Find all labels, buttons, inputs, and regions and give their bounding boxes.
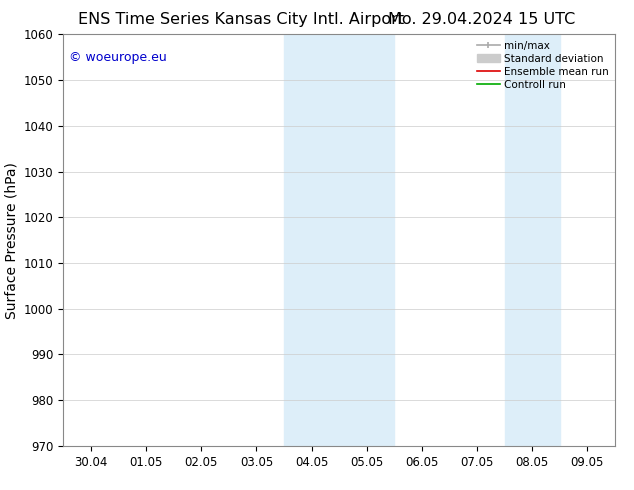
Text: © woeurope.eu: © woeurope.eu [69, 51, 167, 64]
Text: Mo. 29.04.2024 15 UTC: Mo. 29.04.2024 15 UTC [388, 12, 576, 27]
Bar [284, 34, 394, 446]
Y-axis label: Surface Pressure (hPa): Surface Pressure (hPa) [4, 162, 18, 318]
Bar [505, 34, 560, 446]
Legend: min/max, Standard deviation, Ensemble mean run, Controll run: min/max, Standard deviation, Ensemble me… [473, 36, 613, 94]
Text: ENS Time Series Kansas City Intl. Airport: ENS Time Series Kansas City Intl. Airpor… [78, 12, 404, 27]
